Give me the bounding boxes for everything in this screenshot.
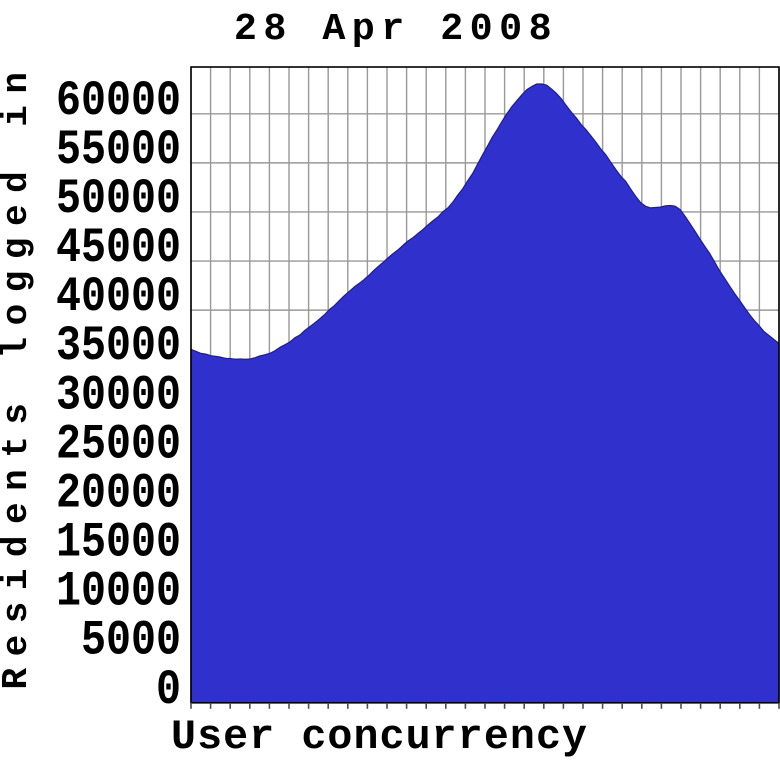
svg-text:User concurrency: User concurrency xyxy=(171,713,588,761)
svg-text:15000: 15000 xyxy=(56,515,181,571)
svg-text:0: 0 xyxy=(156,662,181,718)
svg-text:28 Apr 2008: 28 Apr 2008 xyxy=(234,7,558,51)
svg-text:55000: 55000 xyxy=(56,122,181,178)
svg-text:30000: 30000 xyxy=(56,367,181,423)
svg-text:20000: 20000 xyxy=(56,465,181,521)
svg-text:5000: 5000 xyxy=(81,613,181,669)
svg-text:10000: 10000 xyxy=(56,564,181,620)
svg-text:35000: 35000 xyxy=(56,318,181,374)
svg-text:50000: 50000 xyxy=(56,171,181,227)
svg-text:45000: 45000 xyxy=(56,220,181,276)
svg-text:60000: 60000 xyxy=(56,73,181,129)
svg-text:40000: 40000 xyxy=(56,269,181,325)
svg-text:25000: 25000 xyxy=(56,416,181,472)
svg-text:Residents logged in: Residents logged in xyxy=(0,61,37,690)
